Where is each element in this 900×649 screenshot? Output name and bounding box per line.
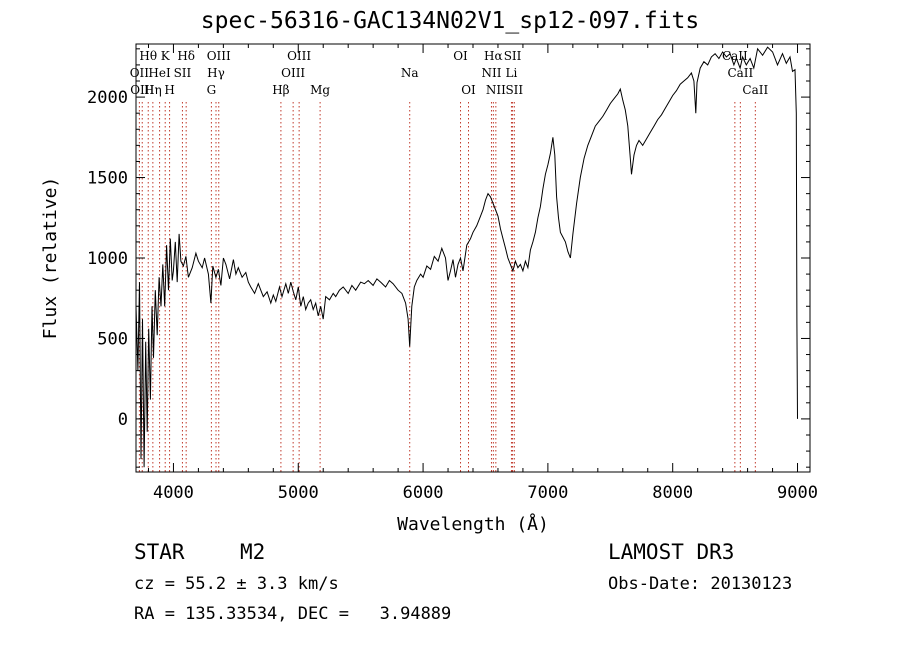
x-tick-label-0: 4000 <box>153 483 194 503</box>
y-axis-label: Flux (relative) <box>40 177 61 340</box>
line-label-17: OI <box>453 49 468 63</box>
y-tick-label-0: 0 <box>118 410 128 430</box>
x-tick-label-2: 6000 <box>403 483 444 503</box>
obs-date-line: Obs-Date: 20130123 <box>608 574 793 594</box>
survey-name: LAMOST DR3 <box>608 540 735 564</box>
line-label-4: HeI <box>148 66 171 80</box>
line-label-14: OIII <box>287 49 311 63</box>
line-label-12: Hβ <box>272 83 289 97</box>
x-tick-label-3: 7000 <box>527 483 568 503</box>
x-tick-label-5: 9000 <box>777 483 818 503</box>
line-label-13: OIII <box>281 66 305 80</box>
x-tick-label-4: 8000 <box>652 483 693 503</box>
line-label-2: Hθ <box>139 49 157 63</box>
y-tick-label-4: 2000 <box>87 88 128 108</box>
line-label-11: OIII <box>207 49 231 63</box>
x-axis-label: Wavelength (Å) <box>397 513 549 535</box>
spectrum-line <box>135 46 798 468</box>
line-label-19: NII <box>481 66 501 80</box>
line-label-15: Mg <box>310 83 330 97</box>
line-label-0: OII <box>130 66 150 80</box>
line-label-8: Hδ <box>177 49 195 63</box>
line-label-21: NII <box>486 83 506 97</box>
plot-frame <box>135 43 811 473</box>
line-label-23: SII <box>504 49 522 63</box>
line-label-5: K <box>161 49 171 63</box>
line-label-20: Hα <box>484 49 503 63</box>
object-class: STAR <box>134 540 185 564</box>
line-label-24: SII <box>505 83 523 97</box>
line-label-26: CaII <box>727 66 753 80</box>
chart-title: spec-56316-GAC134N02V1_sp12-097.fits <box>200 8 700 34</box>
y-tick-label-2: 1000 <box>87 249 128 269</box>
line-label-22: Li <box>506 66 518 80</box>
y-tick-label-1: 500 <box>97 329 128 349</box>
object-subclass: M2 <box>240 540 266 564</box>
line-label-16: Na <box>401 66 419 80</box>
line-label-6: H <box>164 83 174 97</box>
line-label-25: CaII <box>722 49 748 63</box>
line-label-27: CaII <box>742 83 768 97</box>
line-label-3: Hη <box>144 83 162 97</box>
line-label-10: Hγ <box>207 66 225 80</box>
x-tick-label-1: 5000 <box>278 483 319 503</box>
line-label-9: G <box>207 83 217 97</box>
coordinates-line: RA = 135.33534, DEC = 3.94889 <box>134 604 452 624</box>
line-label-18: OI <box>461 83 476 97</box>
redshift-line: cz = 55.2 ± 3.3 km/s <box>134 574 339 594</box>
line-label-7: SII <box>174 66 192 80</box>
y-tick-label-3: 1500 <box>87 169 128 189</box>
